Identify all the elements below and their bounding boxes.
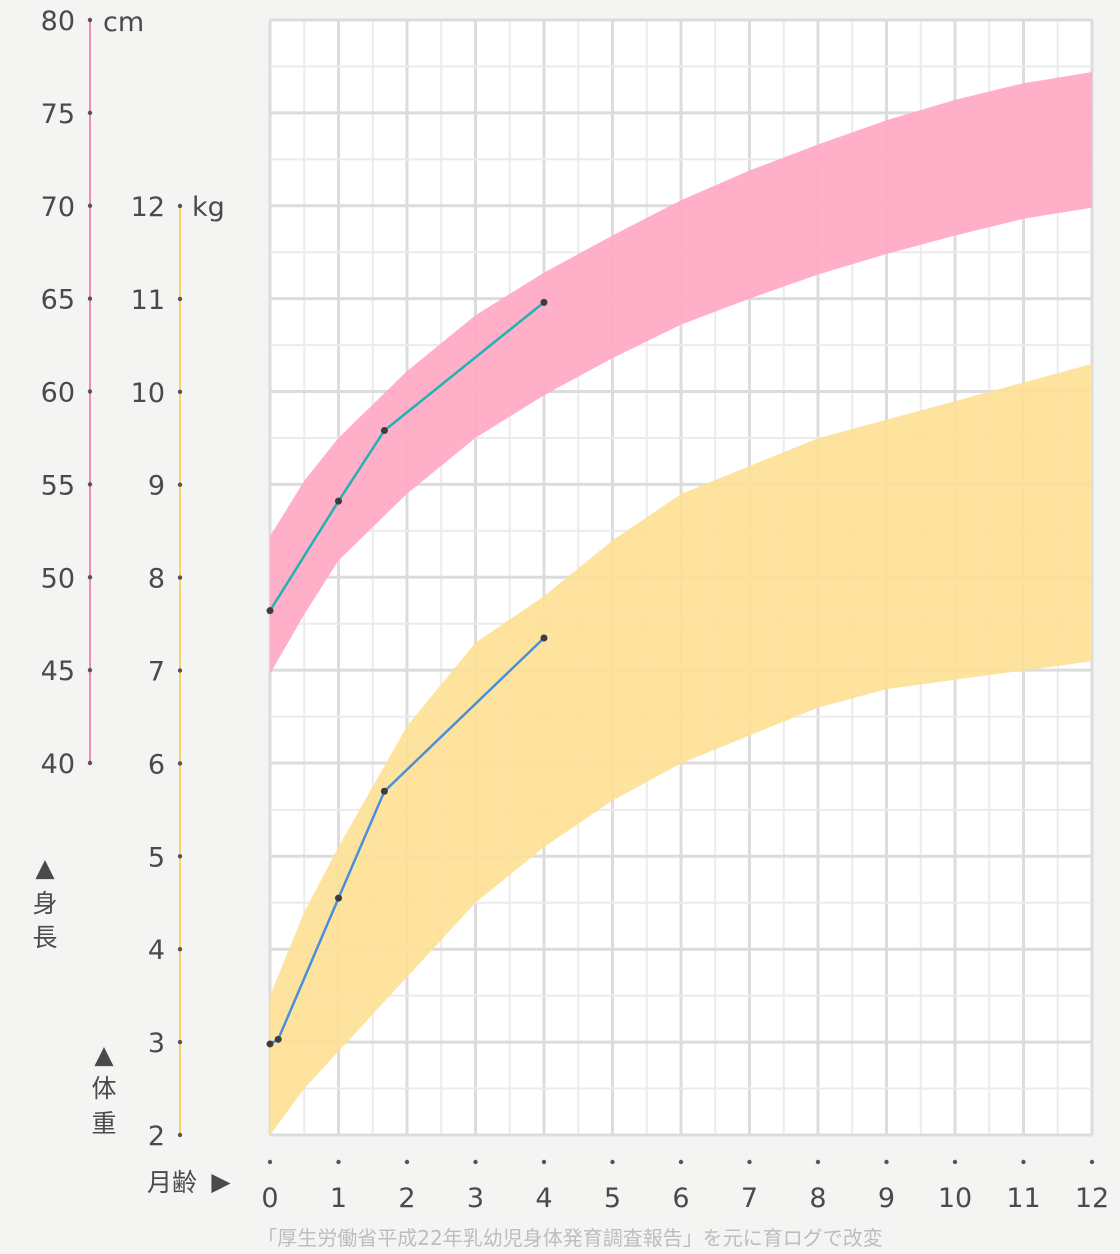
height-tick-label: 65 bbox=[41, 285, 75, 316]
weight-tick-dot bbox=[177, 668, 183, 673]
x-axis-arrow: ▶ bbox=[211, 1167, 231, 1196]
weight-tick-label: 8 bbox=[148, 564, 165, 595]
height-tick-dot bbox=[87, 296, 93, 301]
x-tick-label: 0 bbox=[261, 1183, 278, 1214]
height-series-point-3 bbox=[540, 298, 548, 306]
weight-series-point-3 bbox=[380, 787, 388, 795]
weight-tick-label: 2 bbox=[148, 1121, 165, 1152]
weight-axis-label-char-1: 体 bbox=[91, 1074, 116, 1103]
x-tick-dot bbox=[267, 1159, 273, 1165]
x-tick-label: 4 bbox=[535, 1183, 552, 1214]
x-tick-dot bbox=[610, 1159, 615, 1165]
weight-axis-label-char-2: 重 bbox=[91, 1109, 116, 1138]
height-tick-label: 40 bbox=[41, 749, 75, 780]
weight-tick-dot bbox=[177, 296, 183, 302]
weight-series-point-1 bbox=[274, 1035, 282, 1043]
height-tick-label: 60 bbox=[41, 378, 75, 409]
height-tick-dot bbox=[87, 203, 93, 208]
height-tick-dot bbox=[87, 667, 93, 673]
height-tick-label: 45 bbox=[41, 656, 75, 687]
x-tick-dot bbox=[952, 1159, 958, 1165]
height-series-line bbox=[268, 301, 545, 612]
x-tick-dot bbox=[884, 1159, 889, 1165]
x-tick-dot bbox=[404, 1159, 410, 1165]
x-tick-dot bbox=[747, 1159, 752, 1165]
height-tick-label: 50 bbox=[41, 563, 75, 594]
weight-tick-dot bbox=[177, 1132, 183, 1138]
weight-tick-dot bbox=[177, 203, 183, 209]
source-note: 「厚生労働省平成22年乳幼児身体発育調査報告」を元に育ログで改変 bbox=[257, 1226, 882, 1250]
height-tick-label: 55 bbox=[41, 470, 75, 501]
height-axis-label-char-2: 長 bbox=[32, 923, 57, 952]
weight-tick-label: 4 bbox=[148, 935, 165, 966]
weight-tick-dot bbox=[177, 389, 183, 394]
weight-tick-label: 10 bbox=[131, 378, 165, 409]
x-tick-dot bbox=[473, 1159, 478, 1165]
weight-tick-label: 11 bbox=[131, 285, 165, 316]
x-tick-label: 12 bbox=[1075, 1183, 1109, 1214]
x-tick-dot bbox=[815, 1159, 821, 1165]
weight-series-point-0 bbox=[266, 1040, 274, 1048]
data-series bbox=[266, 298, 548, 1048]
height-series-point-0 bbox=[266, 607, 274, 615]
weight-tick-dot bbox=[177, 575, 183, 580]
x-tick-dot bbox=[1089, 1159, 1095, 1165]
height-axis-ticks: 40 45 50 55 60 65 70 75 80 bbox=[41, 6, 93, 780]
weight-series-point-4 bbox=[540, 634, 548, 642]
x-axis-label: 月齢 bbox=[147, 1168, 197, 1197]
x-tick-label: 1 bbox=[330, 1183, 347, 1214]
x-tick-label: 3 bbox=[467, 1183, 484, 1214]
x-tick-label: 10 bbox=[938, 1183, 972, 1214]
height-tick-dot bbox=[87, 575, 93, 580]
weight-tick-dot bbox=[177, 1039, 183, 1045]
x-tick-dot bbox=[1021, 1159, 1026, 1165]
height-axis-unit: cm bbox=[103, 7, 144, 38]
height-series-point-1 bbox=[335, 497, 342, 505]
weight-tick-label: 9 bbox=[148, 471, 165, 502]
height-tick-dot bbox=[87, 760, 93, 766]
height-axis-arrow: ▲ bbox=[35, 853, 55, 882]
x-tick-dot bbox=[541, 1159, 547, 1165]
weight-tick-label: 5 bbox=[148, 842, 165, 873]
x-tick-label: 8 bbox=[809, 1183, 826, 1214]
x-tick-dot bbox=[678, 1159, 684, 1165]
x-tick-label: 6 bbox=[672, 1183, 689, 1214]
weight-tick-dot bbox=[177, 854, 183, 859]
weight-tick-label: 12 bbox=[131, 192, 165, 223]
x-axis-ticks: 0 1 2 3 4 5 6 7 8 9 10 11 12 bbox=[261, 1159, 1109, 1214]
weight-series-point-2 bbox=[335, 894, 342, 902]
x-tick-label: 11 bbox=[1006, 1183, 1040, 1214]
weight-tick-label: 3 bbox=[148, 1028, 165, 1059]
weight-tick-dot bbox=[177, 947, 183, 952]
weight-axis-unit: kg bbox=[192, 192, 225, 223]
height-tick-label: 70 bbox=[41, 192, 75, 223]
weight-tick-label: 7 bbox=[148, 657, 165, 688]
height-tick-label: 80 bbox=[41, 6, 75, 37]
height-tick-dot bbox=[87, 110, 93, 116]
height-tick-dot bbox=[87, 17, 93, 23]
x-tick-label: 7 bbox=[741, 1183, 758, 1214]
weight-tick-label: 6 bbox=[148, 749, 165, 780]
x-tick-dot bbox=[336, 1159, 341, 1165]
height-tick-label: 75 bbox=[41, 99, 75, 130]
height-tick-dot bbox=[87, 482, 93, 487]
weight-tick-dot bbox=[177, 761, 183, 766]
weight-axis-arrow: ▲ bbox=[94, 1040, 114, 1069]
height-axis-label-char-1: 身 bbox=[32, 889, 57, 918]
height-band bbox=[270, 72, 1092, 674]
height-tick-dot bbox=[87, 389, 93, 394]
weight-tick-dot bbox=[177, 482, 183, 487]
x-tick-label: 9 bbox=[878, 1183, 895, 1214]
x-tick-label: 5 bbox=[604, 1183, 621, 1214]
weight-axis-ticks: 2 3 4 5 6 7 8 9 10 11 12 bbox=[131, 192, 183, 1152]
x-tick-label: 2 bbox=[398, 1183, 415, 1214]
height-series-point-2 bbox=[380, 427, 388, 435]
weight-band bbox=[270, 363, 1092, 1135]
